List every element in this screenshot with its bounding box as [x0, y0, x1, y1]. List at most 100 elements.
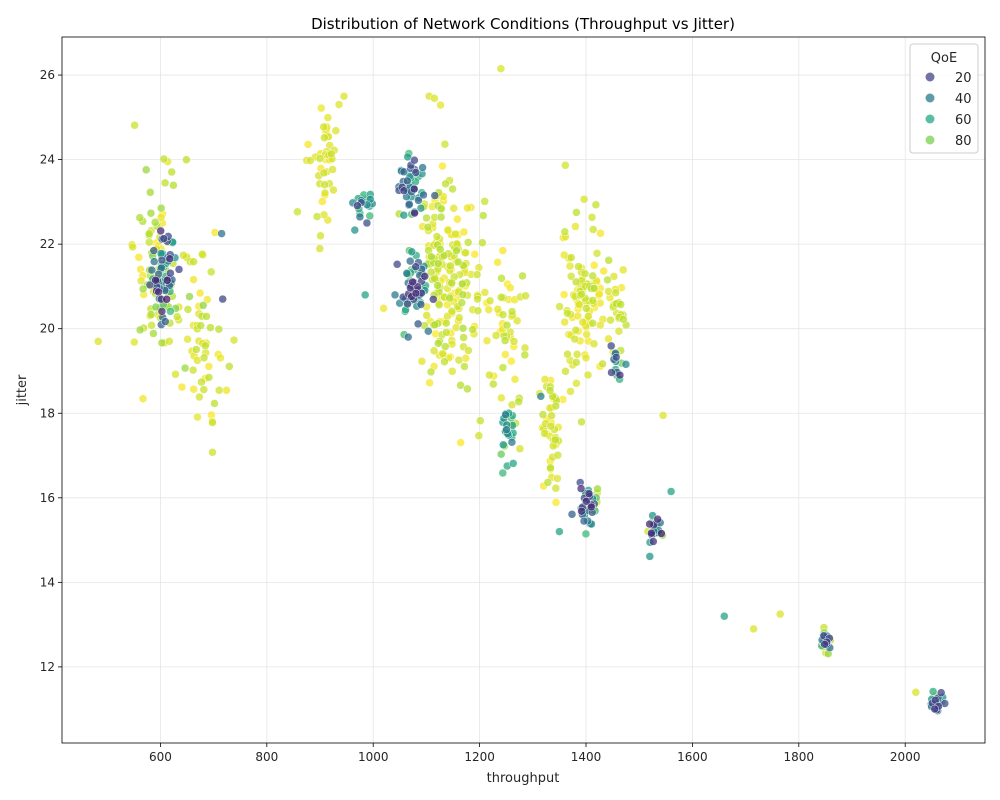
data-point [128, 242, 137, 252]
data-point [146, 208, 156, 218]
data-point [293, 207, 302, 217]
data-point [442, 328, 451, 337]
data-point [572, 350, 582, 359]
data-point [604, 334, 613, 344]
data-point [611, 352, 621, 362]
data-point [171, 370, 180, 379]
data-point [453, 214, 462, 224]
data-point [392, 260, 402, 269]
y-tick-label: 12 [40, 660, 55, 674]
data-point [496, 293, 506, 302]
data-point [167, 167, 176, 177]
data-point [312, 212, 322, 221]
data-point [319, 122, 328, 132]
data-point [147, 321, 156, 330]
data-point [551, 498, 561, 507]
data-point [453, 257, 463, 267]
data-point [498, 310, 508, 319]
data-point [566, 387, 575, 396]
data-point [507, 356, 516, 366]
data-point [408, 277, 417, 287]
data-point [422, 311, 431, 320]
data-point [611, 288, 620, 297]
data-point [436, 245, 445, 254]
data-point [379, 304, 388, 313]
data-point [570, 334, 579, 344]
data-point [217, 229, 226, 238]
data-point [567, 510, 577, 519]
data-point [596, 320, 605, 330]
data-point [403, 176, 412, 186]
data-point [204, 362, 214, 371]
data-point [130, 337, 139, 347]
data-point [561, 161, 570, 170]
data-point [430, 191, 440, 200]
data-point [229, 335, 239, 345]
data-point [405, 256, 415, 266]
data-point [417, 357, 427, 366]
data-point [577, 289, 586, 299]
x-tick-label: 1400 [571, 750, 602, 764]
data-point [582, 304, 591, 313]
data-point [572, 208, 581, 217]
data-point [146, 310, 156, 319]
data-point [214, 386, 224, 395]
data-point [180, 363, 190, 373]
data-point [399, 186, 409, 195]
data-point [196, 321, 205, 330]
data-point [463, 238, 473, 247]
data-point [506, 283, 515, 293]
data-point [218, 294, 227, 304]
data-point [195, 392, 204, 402]
data-point [580, 269, 590, 278]
data-point [606, 315, 615, 325]
data-point [588, 296, 598, 305]
data-point [159, 154, 169, 164]
data-point [461, 248, 470, 258]
data-point [508, 459, 518, 468]
data-point [169, 181, 178, 190]
data-point [474, 431, 484, 440]
data-point [199, 353, 209, 363]
data-point [436, 100, 445, 110]
legend-entries: 20 40 60 80 [925, 71, 972, 149]
data-point [555, 527, 564, 536]
data-point [653, 514, 662, 524]
data-point [582, 330, 591, 339]
data-point [434, 300, 444, 310]
data-point [459, 227, 469, 237]
data-point [543, 478, 553, 487]
data-point [315, 154, 325, 163]
data-point [551, 401, 561, 411]
data-point [615, 370, 625, 380]
data-point [409, 184, 419, 194]
data-point [599, 266, 608, 276]
data-point [439, 251, 449, 260]
y-tick-label: 24 [40, 153, 55, 167]
data-point [154, 287, 163, 297]
data-point [551, 483, 561, 493]
data-point [420, 272, 430, 281]
data-point [456, 438, 465, 447]
data-point [493, 305, 503, 314]
data-point [473, 294, 482, 304]
data-point [442, 318, 451, 328]
data-point [329, 185, 338, 195]
data-point [460, 362, 469, 371]
legend-title: QoE [931, 51, 957, 66]
data-point [134, 253, 144, 262]
data-point [457, 298, 467, 307]
data-point [429, 346, 439, 356]
data-point [645, 552, 655, 561]
data-point [500, 336, 510, 345]
data-point [320, 188, 330, 198]
data-point [603, 275, 612, 285]
data-point [144, 229, 154, 238]
data-point [411, 168, 421, 177]
data-point [559, 290, 569, 299]
data-point [151, 302, 161, 312]
data-point [146, 188, 155, 197]
data-point [135, 325, 145, 335]
data-point [320, 133, 329, 142]
data-point [149, 329, 158, 338]
